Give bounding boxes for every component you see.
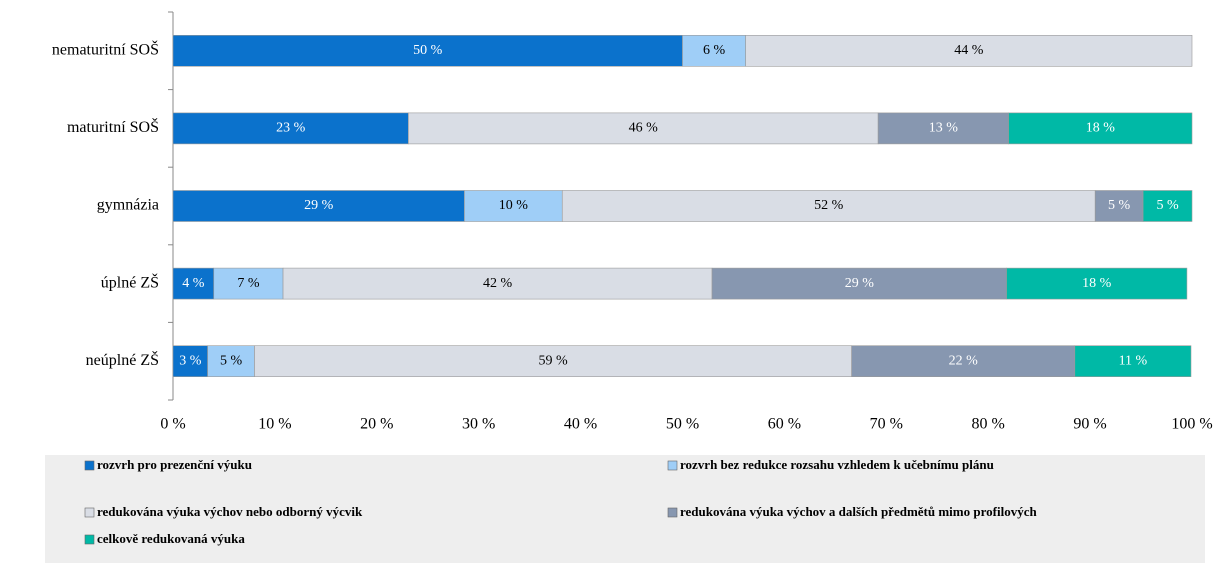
y-tick-label: nematuritní SOŠ xyxy=(52,39,159,58)
data-label: 52 % xyxy=(814,198,844,213)
legend-swatch xyxy=(667,460,678,471)
data-label: 7 % xyxy=(237,276,260,291)
legend-label: rozvrh bez redukce rozsahu vzhledem k uč… xyxy=(680,457,994,472)
legend-swatch xyxy=(84,507,95,518)
x-tick-label: 100 % xyxy=(1171,416,1212,433)
legend-label: rozvrh pro prezenční výuku xyxy=(97,457,252,472)
data-label: 22 % xyxy=(949,353,979,368)
legend-box xyxy=(45,455,1205,563)
bar-segment xyxy=(464,190,563,222)
legend-label: redukována výuka výchov nebo odborný výc… xyxy=(97,504,363,519)
bar-segment xyxy=(745,34,1193,67)
x-tick-label: 30 % xyxy=(462,416,495,433)
bar-segment xyxy=(213,267,284,300)
bar-segment xyxy=(561,190,1096,222)
bar-segment xyxy=(172,190,465,222)
data-label: 50 % xyxy=(413,43,443,58)
y-tick-label: úplné ZŠ xyxy=(101,272,159,291)
data-label: 10 % xyxy=(499,198,529,213)
data-label: 23 % xyxy=(276,121,306,136)
bar-segment xyxy=(1142,190,1193,222)
data-label: 29 % xyxy=(845,276,875,291)
bar-segment xyxy=(172,345,208,378)
x-tick-label: 0 % xyxy=(160,416,185,433)
x-tick-label: 80 % xyxy=(972,416,1005,433)
bar-segment xyxy=(1008,112,1193,145)
legend-label: redukována výuka výchov a dalších předmě… xyxy=(680,504,1037,519)
x-tick-label: 50 % xyxy=(666,416,699,433)
data-label: 46 % xyxy=(629,121,659,136)
data-label: 42 % xyxy=(483,276,513,291)
x-tick-label: 40 % xyxy=(564,416,597,433)
data-label: 59 % xyxy=(539,353,569,368)
y-tick-label: neúplné ZŠ xyxy=(86,350,159,369)
bar-segment xyxy=(1006,267,1188,300)
data-label: 44 % xyxy=(954,43,984,58)
y-tick-label: maturitní SOŠ xyxy=(67,117,159,136)
bar-segment xyxy=(282,267,713,300)
bar-segment xyxy=(711,267,1007,300)
bar-segment xyxy=(851,345,1076,378)
bar-segment xyxy=(172,267,215,300)
data-label: 6 % xyxy=(703,43,726,58)
bar-segment xyxy=(207,345,255,378)
data-label: 3 % xyxy=(179,353,202,368)
data-label: 13 % xyxy=(929,121,959,136)
bar-segment xyxy=(682,34,746,67)
data-label: 18 % xyxy=(1086,121,1116,136)
bar-segment xyxy=(408,112,879,145)
bar-segment xyxy=(254,345,852,378)
x-tick-label: 90 % xyxy=(1073,416,1106,433)
x-tick-label: 10 % xyxy=(258,416,291,433)
data-label: 29 % xyxy=(304,198,334,213)
data-label: 5 % xyxy=(1156,198,1179,213)
data-label: 11 % xyxy=(1119,353,1148,368)
data-label: 5 % xyxy=(220,353,243,368)
data-label: 18 % xyxy=(1082,276,1112,291)
data-label: 4 % xyxy=(182,276,205,291)
x-tick-label: 20 % xyxy=(360,416,393,433)
legend-label: celkově redukovaná výuka xyxy=(97,531,245,546)
legend-swatch xyxy=(84,534,95,545)
bar-segment xyxy=(877,112,1009,145)
x-tick-label: 60 % xyxy=(768,416,801,433)
bar-segment xyxy=(1074,345,1192,378)
x-tick-label: 70 % xyxy=(870,416,903,433)
data-label: 5 % xyxy=(1108,198,1131,213)
legend-swatch xyxy=(84,460,95,471)
bar-segment xyxy=(172,112,409,145)
bar-segment xyxy=(1094,190,1144,222)
y-tick-label: gymnázia xyxy=(97,197,159,214)
legend-swatch xyxy=(667,507,678,518)
